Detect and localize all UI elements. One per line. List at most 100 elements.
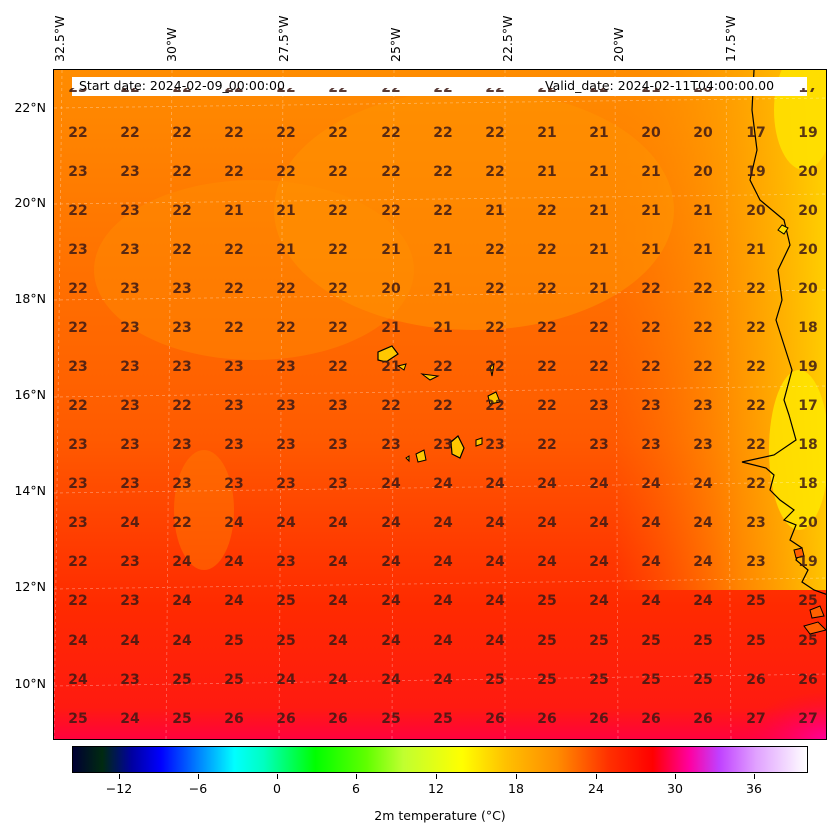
cape-verde-island bbox=[489, 363, 495, 377]
latitude-label: 10°N bbox=[14, 676, 46, 691]
colorbar bbox=[72, 746, 808, 773]
temperature-value: 20 bbox=[798, 164, 818, 180]
temperature-value: 20 bbox=[798, 281, 818, 297]
temperature-value: 22 bbox=[746, 281, 766, 297]
temperature-value: 24 bbox=[120, 711, 140, 727]
temperature-value: 22 bbox=[276, 281, 296, 297]
temperature-value: 23 bbox=[693, 437, 713, 453]
temperature-value: 18 bbox=[798, 320, 818, 336]
temperature-value: 23 bbox=[68, 476, 88, 492]
temperature-value: 22 bbox=[68, 398, 88, 414]
temperature-value: 22 bbox=[120, 125, 140, 141]
temperature-value: 21 bbox=[641, 80, 661, 96]
temperature-value: 23 bbox=[485, 437, 505, 453]
temperature-value: 24 bbox=[433, 476, 453, 492]
temperature-value: 18 bbox=[798, 476, 818, 492]
temperature-value: 25 bbox=[798, 593, 818, 609]
colorbar-tick-mark bbox=[198, 774, 199, 779]
temperature-value: 21 bbox=[693, 203, 713, 219]
temperature-value: 22 bbox=[537, 80, 557, 96]
colorbar-tick-label: −12 bbox=[105, 781, 133, 796]
temperature-value: 22 bbox=[276, 320, 296, 336]
cape-verde-island bbox=[405, 455, 410, 463]
colorbar-tick-mark bbox=[675, 774, 676, 779]
temperature-value: 21 bbox=[589, 203, 609, 219]
temperature-value: 23 bbox=[276, 476, 296, 492]
temperature-value: 22 bbox=[381, 164, 401, 180]
temperature-value: 24 bbox=[589, 515, 609, 531]
temperature-value: 22 bbox=[224, 164, 244, 180]
temperature-value: 23 bbox=[746, 515, 766, 531]
longitude-label: 32.5°W bbox=[52, 15, 67, 62]
temperature-value: 25 bbox=[537, 672, 557, 688]
colorbar-tick-label: 0 bbox=[273, 781, 281, 796]
temperature-value: 23 bbox=[172, 437, 192, 453]
temperature-value: 22 bbox=[172, 242, 192, 258]
temperature-value: 22 bbox=[224, 80, 244, 96]
temperature-value: 22 bbox=[746, 320, 766, 336]
colorbar-tick-mark bbox=[119, 774, 120, 779]
temperature-value: 24 bbox=[693, 515, 713, 531]
temperature-value: 24 bbox=[485, 476, 505, 492]
temperature-value: 22 bbox=[537, 242, 557, 258]
temperature-value: 21 bbox=[485, 203, 505, 219]
colorbar-tick-label: 24 bbox=[588, 781, 604, 796]
longitude-label: 27.5°W bbox=[276, 15, 291, 62]
temperature-value: 25 bbox=[276, 633, 296, 649]
temperature-value: 23 bbox=[276, 554, 296, 570]
colorbar-tick-mark bbox=[516, 774, 517, 779]
temperature-value: 23 bbox=[68, 515, 88, 531]
temperature-value: 21 bbox=[433, 242, 453, 258]
temperature-value: 22 bbox=[485, 320, 505, 336]
colorbar-tick-label: 30 bbox=[667, 781, 683, 796]
temperature-value: 21 bbox=[433, 320, 453, 336]
temperature-value: 24 bbox=[224, 554, 244, 570]
temperature-value: 25 bbox=[224, 672, 244, 688]
colorbar-tick-label: −6 bbox=[188, 781, 208, 796]
temperature-value: 25 bbox=[276, 593, 296, 609]
temperature-value: 21 bbox=[537, 125, 557, 141]
latitude-label: 18°N bbox=[14, 291, 46, 306]
temperature-value: 25 bbox=[693, 672, 713, 688]
temperature-value: 26 bbox=[276, 711, 296, 727]
colorbar-tick-label: 12 bbox=[428, 781, 444, 796]
date-header-bar bbox=[72, 77, 807, 96]
temperature-value: 22 bbox=[172, 125, 192, 141]
temperature-value: 23 bbox=[68, 80, 88, 96]
temperature-value: 21 bbox=[381, 359, 401, 375]
temperature-value: 21 bbox=[693, 242, 713, 258]
temperature-value: 23 bbox=[641, 437, 661, 453]
latitude-label: 22°N bbox=[14, 100, 46, 115]
temperature-value: 24 bbox=[693, 593, 713, 609]
temperature-value: 24 bbox=[328, 554, 348, 570]
temperature-value: 24 bbox=[433, 554, 453, 570]
temperature-value: 17 bbox=[746, 125, 766, 141]
temperature-value: 23 bbox=[589, 437, 609, 453]
latitude-label: 12°N bbox=[14, 579, 46, 594]
temperature-value: 22 bbox=[746, 476, 766, 492]
temperature-value: 22 bbox=[276, 80, 296, 96]
temperature-value: 25 bbox=[641, 672, 661, 688]
temperature-value: 21 bbox=[537, 164, 557, 180]
temperature-value: 22 bbox=[68, 320, 88, 336]
temperature-value: 23 bbox=[120, 593, 140, 609]
valid-date: Valid_date: 2024-02-11T04:00:00.00 bbox=[545, 78, 775, 93]
temperature-value: 23 bbox=[120, 281, 140, 297]
temperature-value: 21 bbox=[381, 320, 401, 336]
temperature-value: 23 bbox=[120, 242, 140, 258]
temperature-value: 22 bbox=[328, 359, 348, 375]
longitude-label: 22.5°W bbox=[500, 15, 515, 62]
temperature-value: 22 bbox=[641, 320, 661, 336]
temperature-value: 22 bbox=[641, 359, 661, 375]
temperature-value: 21 bbox=[641, 164, 661, 180]
temperature-value: 22 bbox=[68, 125, 88, 141]
temperature-value: 23 bbox=[120, 359, 140, 375]
temperature-value: 22 bbox=[328, 80, 348, 96]
coastal-cool-band bbox=[769, 370, 826, 530]
temperature-value: 26 bbox=[746, 672, 766, 688]
temperature-value: 23 bbox=[224, 476, 244, 492]
temperature-value: 22 bbox=[224, 320, 244, 336]
colorbar-tick-mark bbox=[436, 774, 437, 779]
temperature-value: 24 bbox=[276, 515, 296, 531]
coastal-island bbox=[809, 605, 825, 619]
